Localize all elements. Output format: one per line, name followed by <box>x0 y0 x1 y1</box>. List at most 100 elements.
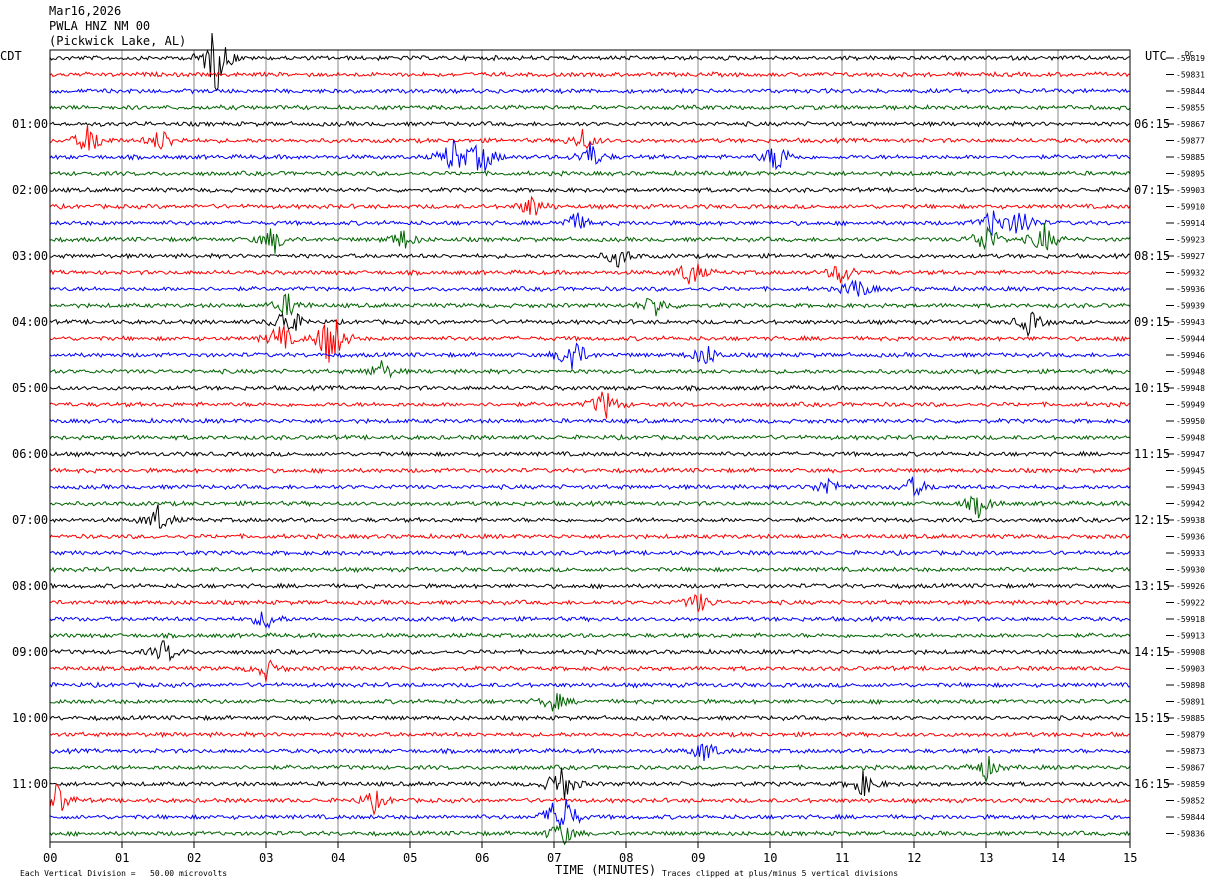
dc-offset-label: -59943 <box>1176 318 1205 327</box>
dc-offset-label: -59913 <box>1176 632 1205 641</box>
dc-offset-label: -59932 <box>1176 269 1205 278</box>
seismic-trace <box>49 360 1131 379</box>
seismic-trace <box>49 279 1131 297</box>
seismic-trace <box>49 767 1131 801</box>
seismic-trace <box>49 532 1131 540</box>
chart-header: Mar16,2026 PWLA HNZ NM 00 (Pickwick Lake… <box>49 4 186 49</box>
x-tick-label: 07 <box>547 851 561 865</box>
dc-offset-label: -59927 <box>1176 252 1205 261</box>
x-tick-label: 01 <box>115 851 129 865</box>
right-hour-label: 12:15 <box>1134 513 1170 527</box>
seismic-trace <box>49 433 1131 441</box>
dc-offset-label: -59947 <box>1176 450 1205 459</box>
grid-lines <box>49 50 1131 842</box>
x-tick-label: 15 <box>1123 851 1137 865</box>
dc-offset-label: -59945 <box>1176 467 1205 476</box>
seismic-trace <box>49 799 1131 827</box>
right-hour-label: 13:15 <box>1134 579 1170 593</box>
left-hour-label: 04:00 <box>12 315 48 329</box>
seismic-trace <box>49 293 1131 317</box>
station-label: PWLA HNZ NM 00 <box>49 19 151 33</box>
seismic-trace <box>49 391 1131 419</box>
dc-offset-label: -59877 <box>1176 137 1205 146</box>
left-time-labels: 01:00 02:00 03:00 04:00 05:00 06:00 07:00 08:00… <box>12 117 48 791</box>
x-tick-label: 11 <box>835 851 849 865</box>
right-hour-label: 07:15 <box>1134 183 1170 197</box>
seismic-trace <box>49 263 1131 285</box>
seismic-trace <box>49 104 1131 111</box>
dc-offset-label: -59852 <box>1176 797 1205 806</box>
right-timezone-label: UTC <box>1145 49 1167 63</box>
seismic-trace <box>49 450 1131 458</box>
right-hour-label: 11:15 <box>1134 447 1170 461</box>
dc-offset-labels: -59819 -59831 -59844 -59855 -59867 -59877 -598… <box>1166 54 1205 839</box>
x-axis-ticks: 00 01 02 03 04 05 06 07 08 09 10 11 12 13 14 15 <box>43 842 1137 865</box>
x-tick-label: 05 <box>403 851 417 865</box>
x-tick-label: 03 <box>259 851 273 865</box>
x-tick-label: 06 <box>475 851 489 865</box>
x-axis-title: TIME (MINUTES) <box>555 863 656 877</box>
seismic-trace <box>49 87 1131 95</box>
right-hour-label: 09:15 <box>1134 315 1170 329</box>
right-hour-label: 06:15 <box>1134 117 1170 131</box>
seismic-trace <box>49 824 1131 846</box>
date-label: Mar16,2026 <box>49 4 122 18</box>
left-timezone-label: CDT <box>0 49 22 63</box>
dc-offset-label: -59944 <box>1176 335 1205 344</box>
dc-offset-label: -59948 <box>1176 384 1205 393</box>
right-hour-label: 14:15 <box>1134 645 1170 659</box>
x-tick-label: 10 <box>763 851 777 865</box>
right-hour-label: 16:15 <box>1134 777 1170 791</box>
seismic-trace <box>49 70 1131 78</box>
dc-offset-label: -59910 <box>1176 203 1205 212</box>
dc-offset-label: -59867 <box>1176 120 1205 129</box>
dc-offset-label: -59938 <box>1176 516 1205 525</box>
dc-offset-label: -59903 <box>1176 665 1205 674</box>
right-hour-label: 10:15 <box>1134 381 1170 395</box>
x-tick-label: 02 <box>187 851 201 865</box>
left-hour-label: 07:00 <box>12 513 48 527</box>
seismic-trace <box>49 342 1131 370</box>
seismic-trace <box>49 640 1131 662</box>
x-tick-label: 13 <box>979 851 993 865</box>
dc-offset-label: -59922 <box>1176 599 1205 608</box>
dc-offset-label: -59819 <box>1176 54 1205 63</box>
seismic-trace <box>50 593 1131 613</box>
dc-offset-label: -59923 <box>1176 236 1205 245</box>
left-hour-label: 09:00 <box>12 645 48 659</box>
dc-offset-label: -59930 <box>1176 566 1205 575</box>
dc-offset-label: -59831 <box>1176 71 1205 80</box>
dc-offset-label: -59946 <box>1176 351 1205 360</box>
left-hour-label: 11:00 <box>12 777 48 791</box>
dc-offset-label: -59885 <box>1176 153 1205 162</box>
seismic-trace <box>49 139 1131 172</box>
seismic-trace <box>49 169 1131 177</box>
seismic-trace <box>49 495 1131 519</box>
footer-right-note: Traces clipped at plus/minus 5 vertical … <box>662 869 898 878</box>
seismic-trace <box>49 783 1131 816</box>
plot-frame <box>49 49 1131 843</box>
seismic-trace <box>49 755 1131 784</box>
seismic-trace <box>49 659 1131 682</box>
dc-offset-label: -59918 <box>1176 615 1205 624</box>
dc-offset-label: -59936 <box>1176 533 1205 542</box>
dc-offset-label: -59933 <box>1176 549 1205 558</box>
dc-offset-label: -59939 <box>1176 302 1205 311</box>
seismic-trace <box>49 384 1131 392</box>
left-hour-label: 06:00 <box>12 447 48 461</box>
seismic-trace <box>49 566 1131 574</box>
left-hour-label: 01:00 <box>12 117 48 131</box>
dc-offset-label: -59950 <box>1176 417 1205 426</box>
dc-offset-label: -59836 <box>1176 830 1205 839</box>
dc-offset-label: -59914 <box>1176 219 1205 228</box>
seismic-trace <box>49 467 1131 474</box>
right-time-labels: 06:15 07:15 08:15 09:15 10:15 11:15 12:15 13:15… <box>1134 117 1170 791</box>
dc-offset-label: -59867 <box>1176 764 1205 773</box>
dc-offset-label: -59948 <box>1176 434 1205 443</box>
dc-offset-label: -59942 <box>1176 500 1205 509</box>
seismic-trace <box>49 476 1131 498</box>
seismic-trace <box>49 186 1131 194</box>
seismic-trace <box>49 195 1131 216</box>
dc-offset-label: -59885 <box>1176 714 1205 723</box>
seismic-trace <box>49 504 1131 529</box>
